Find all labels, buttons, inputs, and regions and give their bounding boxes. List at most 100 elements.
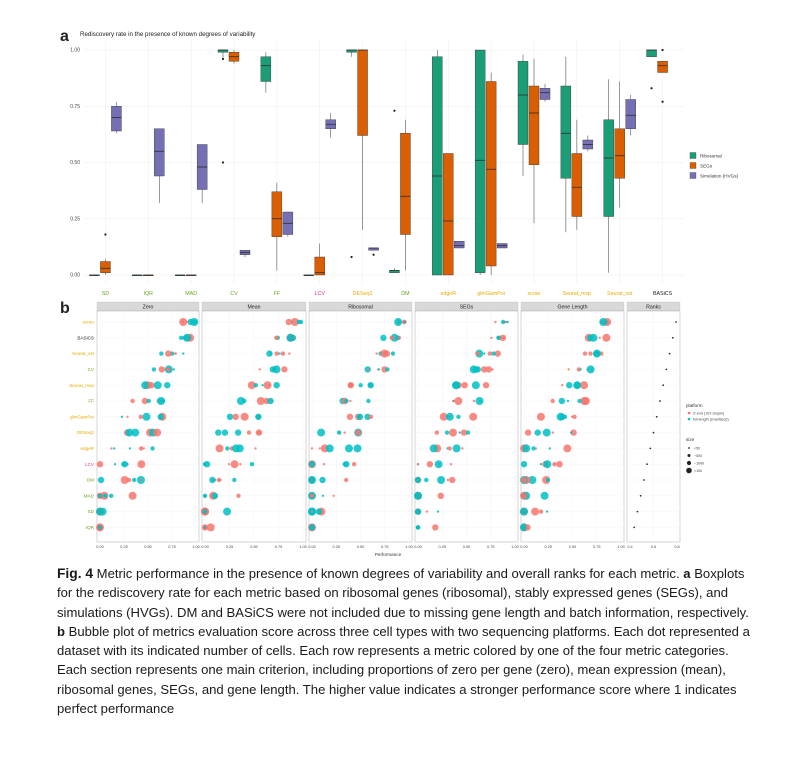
box xyxy=(646,49,657,57)
bubble xyxy=(343,477,349,483)
row-label: scran xyxy=(83,320,95,325)
facet-title: Ribosomal xyxy=(348,305,373,311)
box-MAD-1 xyxy=(185,274,197,277)
bubble xyxy=(139,446,144,451)
x-tick-label: 0.50 xyxy=(250,545,257,549)
bubble xyxy=(269,366,276,373)
x-tick-label: Seurat_vst xyxy=(607,291,633,297)
bubble xyxy=(231,444,240,453)
box-BASiCS-0 xyxy=(646,49,657,57)
bubble xyxy=(290,320,294,324)
bubble xyxy=(157,397,166,405)
box-edgeR-1 xyxy=(443,153,454,276)
bubble xyxy=(449,428,458,437)
bubble xyxy=(158,366,166,373)
x-tick-label: 0.25 xyxy=(545,545,552,549)
bubble xyxy=(113,463,117,466)
panel-a-letter: a xyxy=(60,28,69,45)
bubble xyxy=(232,413,239,420)
bubble xyxy=(385,367,390,372)
bubble xyxy=(545,477,551,483)
bubble xyxy=(146,398,151,404)
x-tick-label: 0.6 xyxy=(651,545,656,549)
bubble xyxy=(242,398,247,404)
bubble xyxy=(390,351,396,356)
bubble xyxy=(528,476,537,484)
outlier-point xyxy=(350,255,353,259)
box-Seurat_vst-0 xyxy=(603,79,614,273)
bubble xyxy=(446,478,450,482)
bubble xyxy=(266,350,273,357)
bubble xyxy=(389,335,394,340)
bubble xyxy=(368,414,374,419)
bubble xyxy=(561,384,564,387)
rank-point xyxy=(652,431,655,434)
panel-b-letter: b xyxy=(60,300,70,317)
x-tick-label: scran xyxy=(528,291,541,297)
bubble xyxy=(449,476,456,484)
x-tick-label: DESeq2 xyxy=(353,291,373,297)
box xyxy=(111,106,122,132)
bubble xyxy=(203,494,207,497)
bubble xyxy=(506,320,509,324)
x-tick-label: 0.4 xyxy=(627,545,632,549)
bubble xyxy=(531,446,536,451)
bubble xyxy=(551,431,555,434)
box-LCV-1 xyxy=(314,243,325,276)
outlier-point xyxy=(661,48,664,52)
box-Seurat_vst-1 xyxy=(614,81,625,208)
box-CV-0 xyxy=(217,49,229,59)
bubble xyxy=(548,447,552,450)
x-tick-label: LCV xyxy=(315,291,326,297)
rank-point xyxy=(655,415,658,418)
legend-title: platform xyxy=(686,403,703,408)
bubble xyxy=(236,493,241,498)
bubble xyxy=(157,413,164,420)
bubble xyxy=(126,477,132,483)
rank-point xyxy=(639,494,642,497)
x-tick-label: 0.75 xyxy=(593,545,600,549)
bubble xyxy=(142,447,146,450)
bubble xyxy=(570,429,577,436)
box xyxy=(603,119,614,217)
x-tick-label: 0.75 xyxy=(275,545,282,549)
bubble xyxy=(308,461,316,468)
figure-caption: Fig. 4 Metric performance in the presenc… xyxy=(57,564,757,718)
bubble xyxy=(480,366,488,373)
bubble xyxy=(310,510,314,513)
bubble xyxy=(587,334,594,341)
box-MAD-0 xyxy=(174,274,186,277)
bubble xyxy=(172,368,176,371)
caption-text: Boxplots for the rediscovery rate for ea… xyxy=(57,566,749,620)
bubble xyxy=(110,447,113,450)
bubble xyxy=(461,447,464,450)
outlier-point xyxy=(221,161,225,164)
bubble xyxy=(128,491,137,500)
bubble xyxy=(520,461,528,468)
bubble xyxy=(491,351,496,356)
panel-b-xlabel: Performance xyxy=(375,552,402,557)
x-tick-label: glmGamPoi xyxy=(477,291,505,297)
box xyxy=(560,85,572,179)
legend-label: Ribosomal xyxy=(700,154,722,159)
bubble xyxy=(232,477,237,483)
legend-title: size xyxy=(686,437,695,442)
bubble xyxy=(121,461,129,468)
bubble xyxy=(321,494,325,497)
bubble xyxy=(278,352,281,355)
y-tick-label: 0.25 xyxy=(70,216,80,222)
box xyxy=(485,81,497,267)
x-tick-label: Seurat_mvp xyxy=(563,291,592,297)
bubble xyxy=(475,351,480,356)
facet-title: Ranks xyxy=(646,305,661,311)
legend-label: >10k xyxy=(694,469,702,473)
bubble xyxy=(439,412,448,421)
bubble xyxy=(130,398,135,404)
row-label: glmGamPoi xyxy=(70,414,94,419)
bubble xyxy=(267,397,274,405)
bubble xyxy=(485,366,493,373)
box xyxy=(614,128,625,179)
row-label: Seurat_vst xyxy=(72,351,95,356)
bubble xyxy=(336,430,342,435)
bubble xyxy=(349,399,352,403)
